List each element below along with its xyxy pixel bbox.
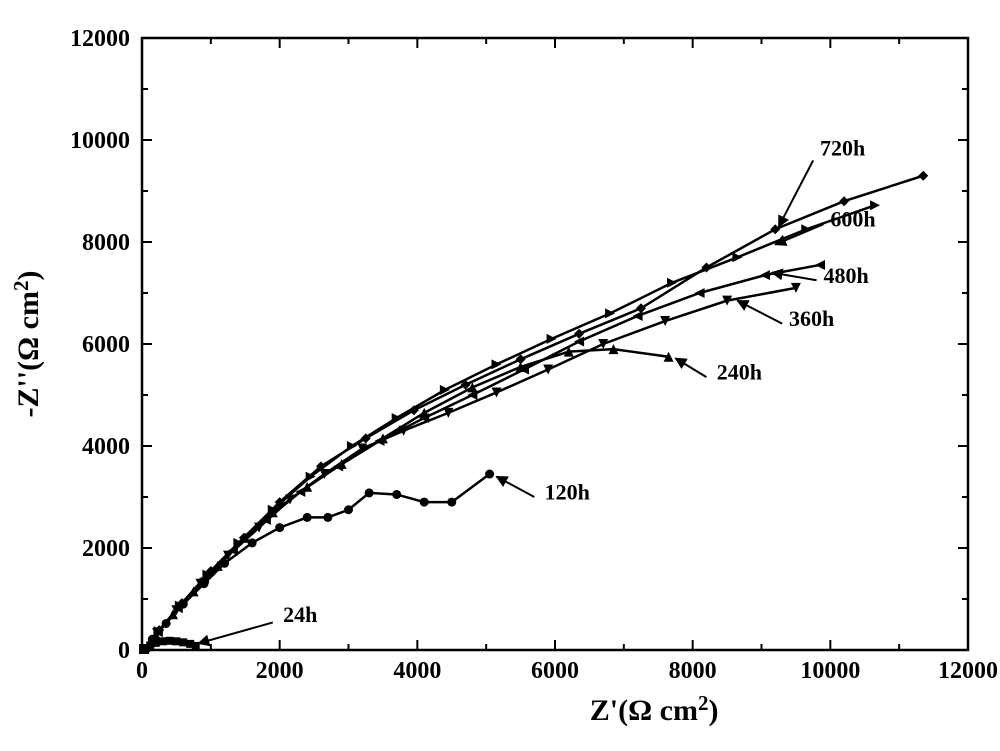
- series-720h: 720h: [139, 135, 928, 654]
- nyquist-plot-container: 0 2000 4000 6000 8000 10000 12000 0 2000 4000 6000…: [0, 0, 1000, 751]
- svg-text:2000: 2000: [82, 536, 130, 562]
- svg-text:360h: 360h: [789, 306, 834, 331]
- svg-text:600h: 600h: [830, 207, 875, 232]
- svg-text:720h: 720h: [820, 135, 865, 160]
- series-480h: 480h: [139, 260, 869, 654]
- nyquist-plot-svg: 0 2000 4000 6000 8000 10000 12000 0 2000 4000 6000…: [0, 0, 1000, 751]
- svg-text:12000: 12000: [938, 658, 998, 684]
- svg-text:8000: 8000: [82, 230, 130, 256]
- svg-text:6000: 6000: [82, 332, 130, 358]
- series-600h: 600h: [139, 200, 880, 654]
- svg-text:12000: 12000: [70, 26, 130, 52]
- svg-text:480h: 480h: [823, 263, 868, 288]
- svg-text:120h: 120h: [545, 480, 590, 505]
- x-axis-title: Z'(Ω cm2): [590, 691, 719, 727]
- svg-text:0: 0: [136, 658, 148, 684]
- svg-text:6000: 6000: [531, 658, 579, 684]
- y-axis-title: -Z''(Ω cm2): [9, 271, 45, 418]
- svg-text:240h: 240h: [717, 360, 762, 385]
- svg-text:10000: 10000: [70, 128, 130, 154]
- svg-text:8000: 8000: [669, 658, 717, 684]
- svg-text:0: 0: [118, 638, 130, 664]
- svg-text:4000: 4000: [82, 434, 130, 460]
- svg-text:4000: 4000: [393, 658, 441, 684]
- svg-text:24h: 24h: [283, 602, 317, 627]
- series-120h: 120h: [140, 470, 590, 654]
- svg-text:10000: 10000: [800, 658, 860, 684]
- series-360h: 360h: [139, 283, 834, 654]
- svg-text:2000: 2000: [256, 658, 304, 684]
